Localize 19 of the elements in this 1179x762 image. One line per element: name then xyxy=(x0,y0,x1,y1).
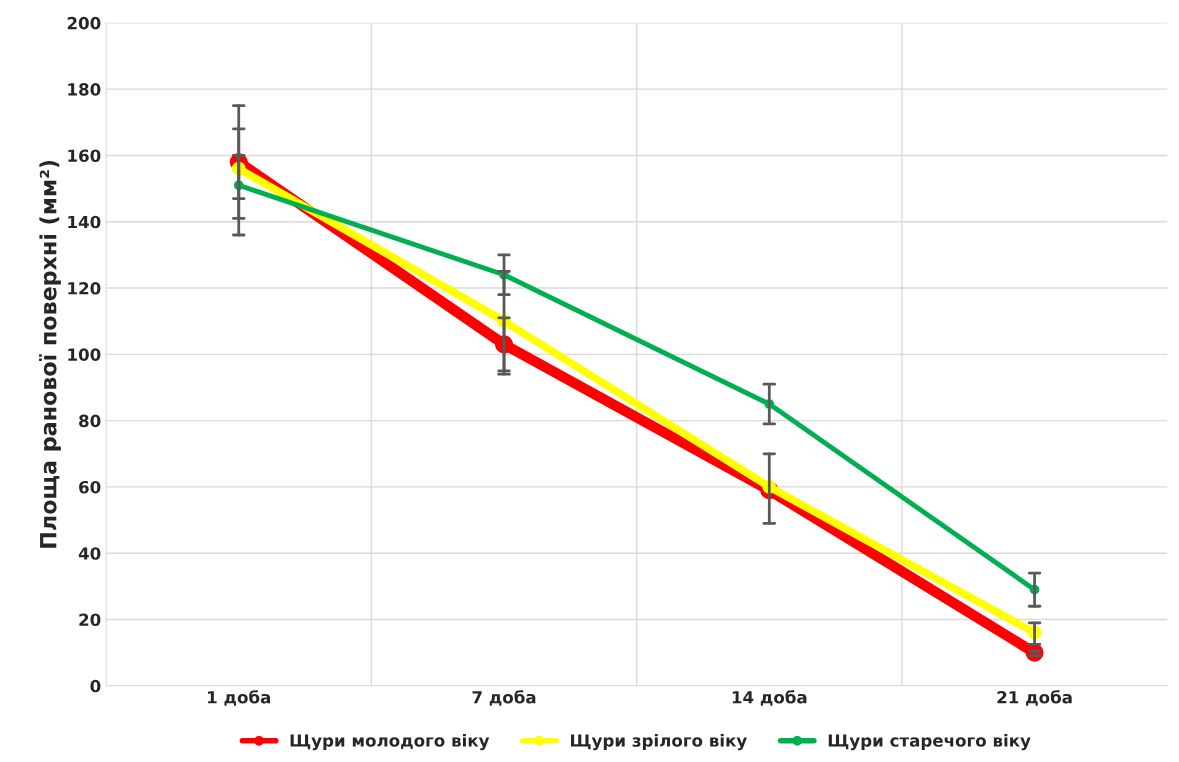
x-tick-label: 7 доба xyxy=(472,690,536,706)
legend-label: Щури старечого віку xyxy=(828,733,1031,751)
y-tick-label: 20 xyxy=(79,613,101,627)
y-tick-label: 200 xyxy=(67,16,101,30)
y-tick-label: 100 xyxy=(68,348,101,361)
y-tick-label: 40 xyxy=(78,547,101,560)
legend-label: Щури молодого віку xyxy=(290,733,490,751)
y-tick-label: 120 xyxy=(68,282,101,295)
y-axis-title: Площа ранової поверхні (мм²) xyxy=(39,160,61,548)
y-tick-label: 60 xyxy=(79,480,101,494)
y-tick-label: 140 xyxy=(68,215,101,229)
y-tick-label: 80 xyxy=(79,414,101,428)
y-tick-label: 160 xyxy=(68,149,101,163)
x-tick-label: 1 доба xyxy=(208,690,271,706)
y-tick-label: 0 xyxy=(90,679,101,693)
x-tick-label: 14 доба xyxy=(732,690,807,706)
y-tick-label: 180 xyxy=(68,83,101,96)
x-tick-label: 21 доба xyxy=(997,690,1072,706)
legend-label: Щури зрілого віку xyxy=(571,733,747,751)
